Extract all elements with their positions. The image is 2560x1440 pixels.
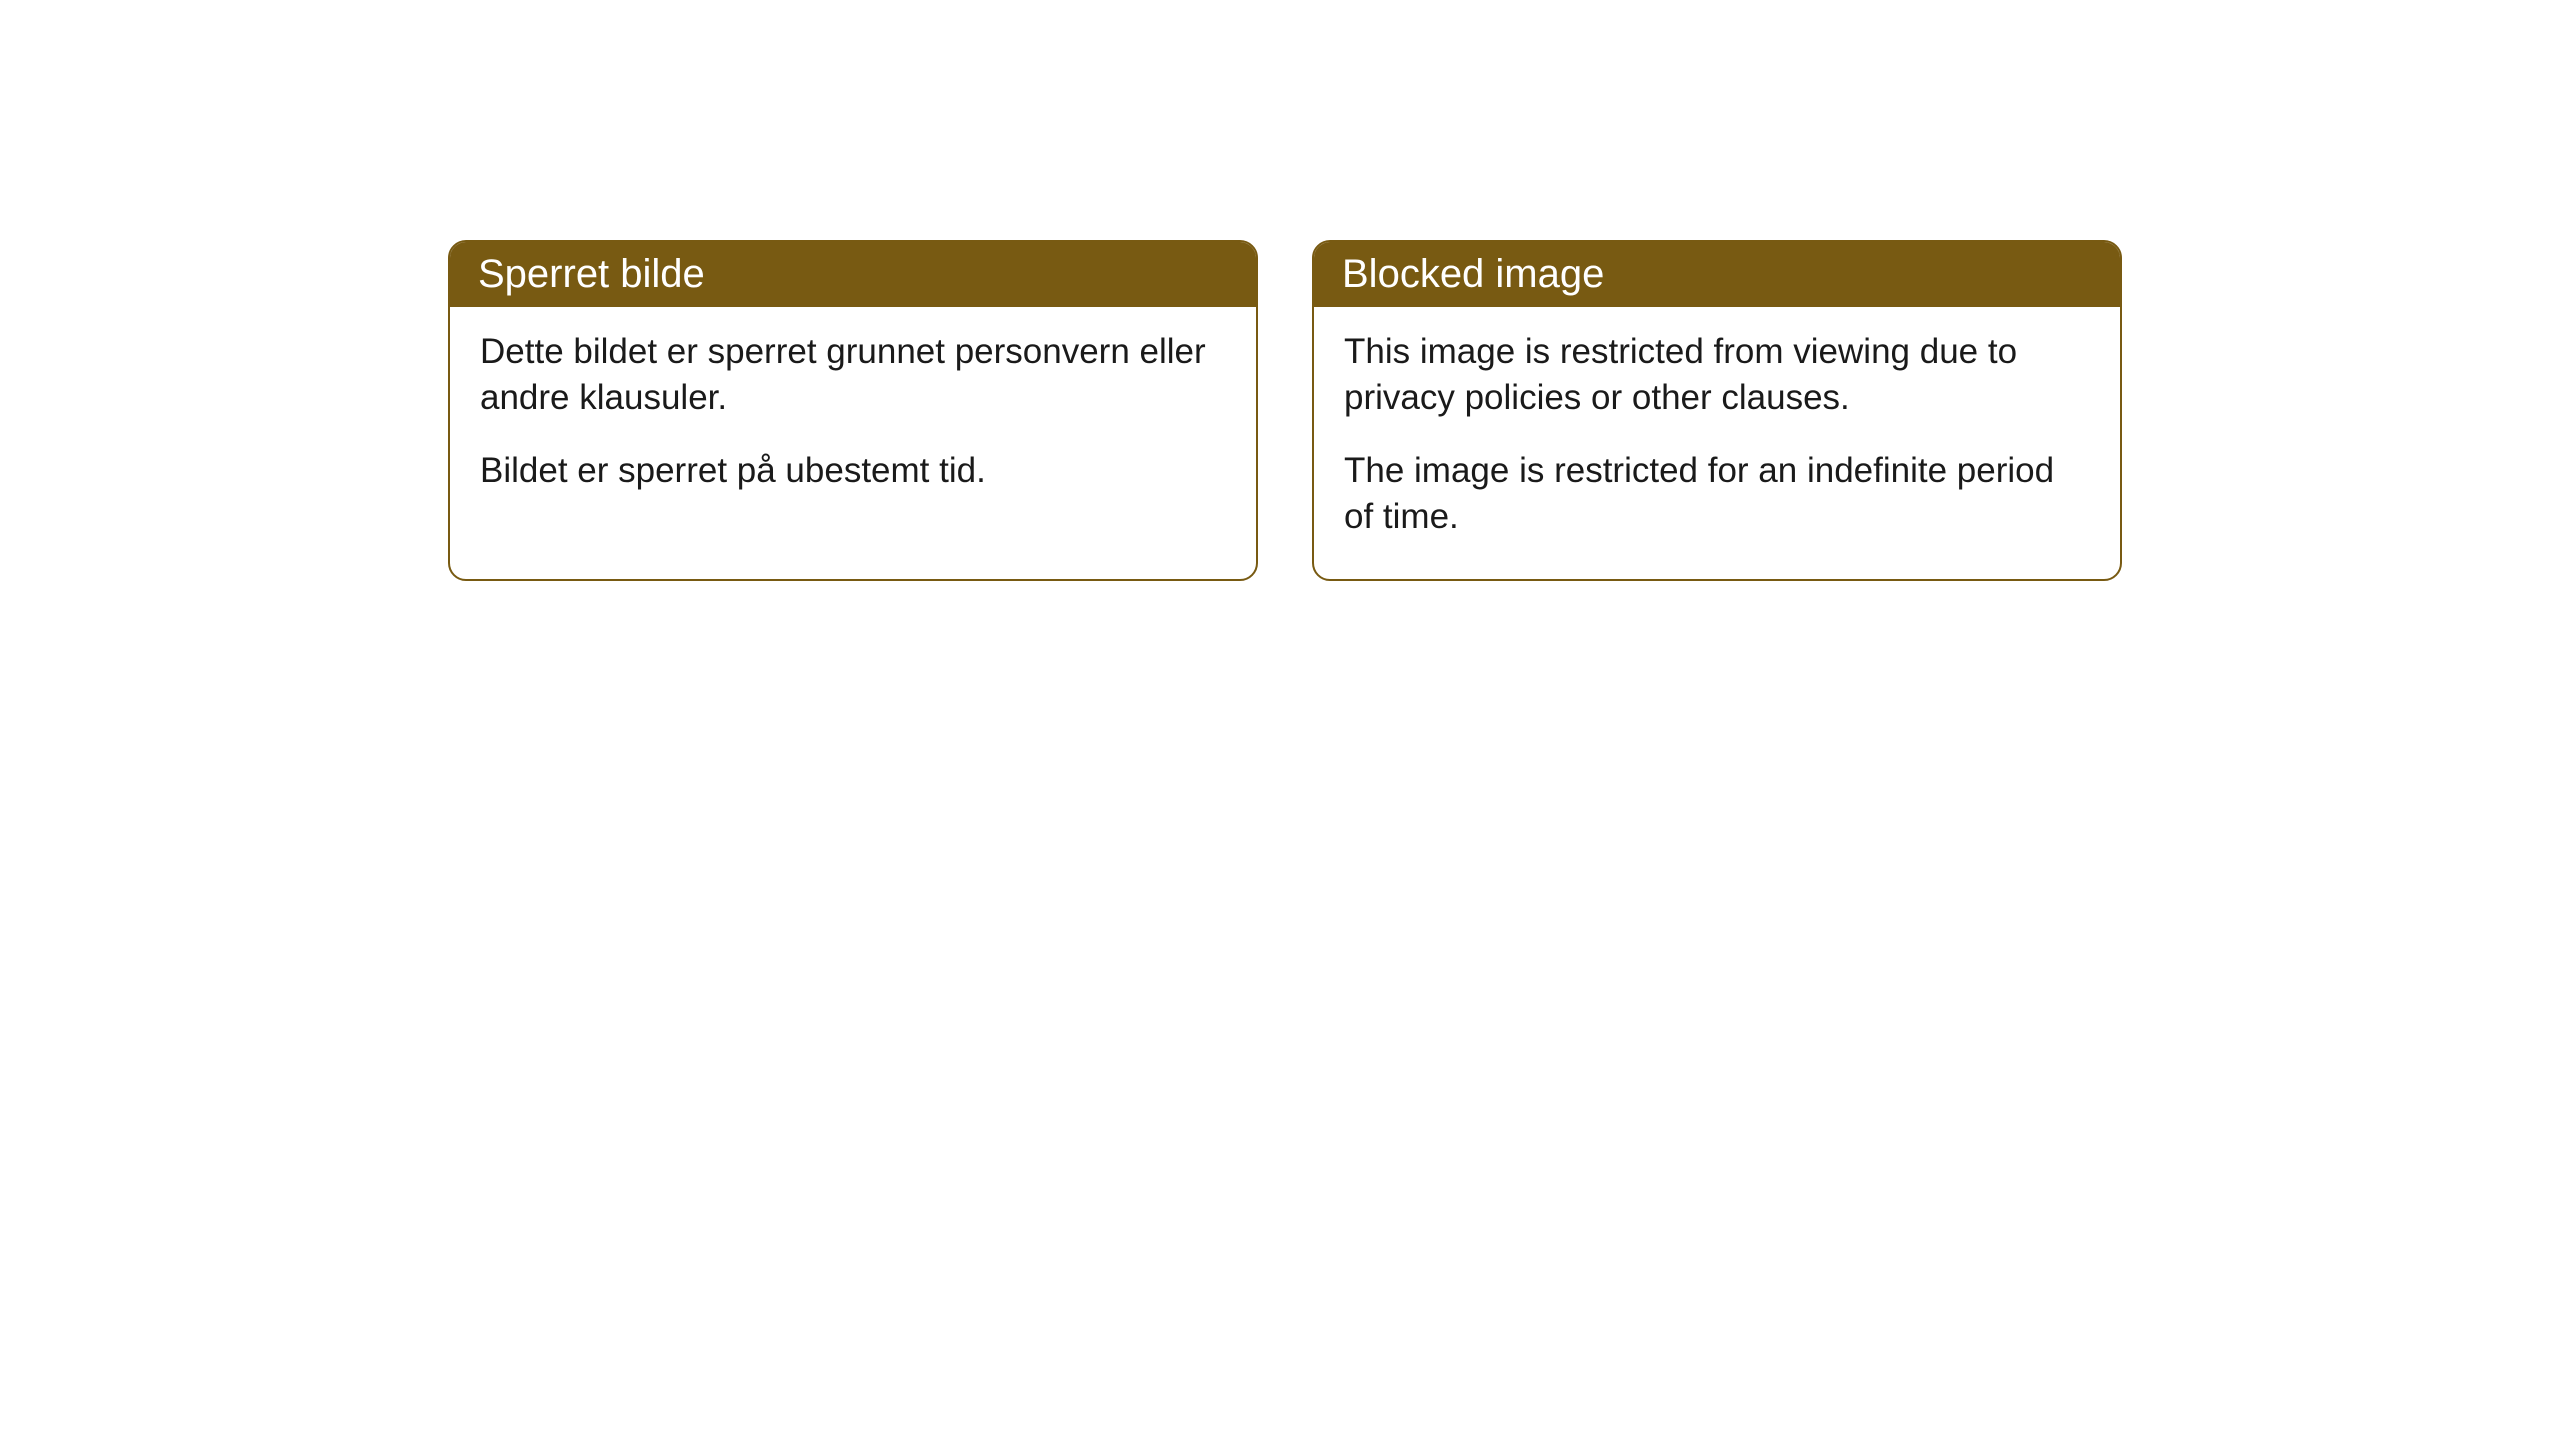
card-title-no: Sperret bilde (478, 252, 705, 296)
card-title-en: Blocked image (1342, 252, 1604, 296)
notice-cards-container: Sperret bilde Dette bildet er sperret gr… (0, 0, 2560, 581)
card-header-no: Sperret bilde (450, 242, 1256, 307)
blocked-image-card-en: Blocked image This image is restricted f… (1312, 240, 2122, 581)
card-body-en: This image is restricted from viewing du… (1314, 307, 2120, 579)
blocked-image-card-no: Sperret bilde Dette bildet er sperret gr… (448, 240, 1258, 581)
card-text-en-2: The image is restricted for an indefinit… (1344, 448, 2090, 539)
card-header-en: Blocked image (1314, 242, 2120, 307)
card-text-no-2: Bildet er sperret på ubestemt tid. (480, 448, 1226, 494)
card-body-no: Dette bildet er sperret grunnet personve… (450, 307, 1256, 534)
card-text-en-1: This image is restricted from viewing du… (1344, 329, 2090, 420)
card-text-no-1: Dette bildet er sperret grunnet personve… (480, 329, 1226, 420)
